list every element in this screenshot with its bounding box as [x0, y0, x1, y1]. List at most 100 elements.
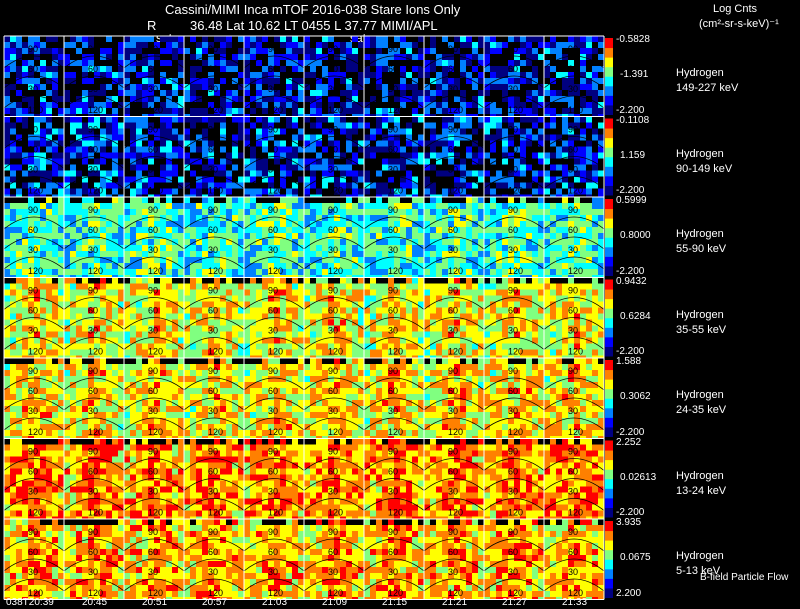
pixel: [286, 146, 292, 153]
pixel: [580, 221, 586, 227]
pixel: [424, 301, 430, 308]
pixel: [34, 209, 40, 215]
pixel: [430, 295, 436, 302]
pixel: [406, 233, 412, 239]
pixel: [274, 227, 280, 233]
pixel: [52, 152, 58, 159]
pixel: [370, 343, 376, 350]
pixel: [112, 197, 118, 203]
pixel: [448, 343, 454, 350]
pixel: [262, 263, 268, 269]
pixel: [346, 54, 352, 60]
pixel: [100, 239, 106, 245]
pixel: [502, 96, 508, 102]
pixel: [418, 307, 424, 314]
contour-label: 30: [388, 165, 398, 175]
pixel: [358, 289, 364, 296]
pixel: [514, 215, 520, 221]
latitude-contour: [423, 136, 485, 149]
pixel: [550, 108, 556, 114]
pixel: [364, 152, 370, 159]
pixel: [220, 263, 226, 269]
pixel: [352, 122, 358, 129]
pixel: [382, 116, 388, 123]
pixel: [400, 257, 406, 263]
pixel: [364, 283, 370, 290]
pixel: [112, 215, 118, 221]
pixel: [190, 203, 196, 209]
pixel: [82, 188, 88, 195]
pixel: [202, 146, 208, 153]
contour-label: 120: [568, 347, 583, 357]
pixel: [232, 54, 238, 60]
pixel: [208, 60, 214, 66]
pixel: [106, 319, 112, 326]
pixel: [76, 227, 82, 233]
pixel: [418, 197, 424, 203]
pixel: [562, 197, 568, 203]
pixel: [268, 134, 274, 141]
pixel: [544, 203, 550, 209]
pixel: [550, 355, 556, 358]
pixel: [10, 48, 16, 54]
pixel: [400, 96, 406, 102]
contour-label: 60: [568, 225, 578, 235]
pixel: [526, 203, 532, 209]
pixel: [544, 313, 550, 320]
pixel: [4, 90, 10, 96]
pixel: [40, 128, 46, 135]
pixel: [100, 66, 106, 72]
pixel: [184, 84, 190, 90]
pixel: [244, 245, 250, 251]
pixel: [142, 42, 148, 48]
pixel: [592, 251, 598, 257]
pixel: [172, 319, 178, 326]
pixel: [118, 203, 124, 209]
pixel: [346, 319, 352, 326]
pixel: [544, 158, 550, 165]
pixel: [466, 277, 472, 284]
pixel: [508, 349, 514, 356]
pixel: [322, 283, 328, 290]
pixel: [112, 140, 118, 147]
pixel: [202, 116, 208, 123]
latitude-contour: [123, 176, 185, 189]
chart-subtitle-r: R: [147, 18, 157, 33]
pixel: [142, 289, 148, 296]
pixel: [556, 90, 562, 96]
pixel: [376, 108, 382, 114]
pixel: [154, 54, 160, 60]
pixel: [412, 301, 418, 308]
pixel: [172, 343, 178, 350]
pixel: [370, 251, 376, 257]
pixel: [70, 152, 76, 159]
pixel: [520, 158, 526, 165]
pixel: [172, 355, 178, 358]
pixel: [304, 257, 310, 263]
pixel: [58, 418, 64, 424]
pixel: [346, 215, 352, 221]
pixel: [532, 203, 538, 209]
contour-label: 120: [148, 347, 163, 357]
pixel: [568, 96, 574, 102]
pixel: [256, 269, 262, 275]
pixel: [598, 197, 604, 203]
pixel: [592, 245, 598, 251]
contour-label: 30: [388, 245, 398, 255]
pixel: [208, 221, 214, 227]
pixel: [316, 263, 322, 269]
pixel: [310, 349, 316, 356]
pixel: [124, 176, 130, 183]
pixel: [298, 215, 304, 221]
pixel: [238, 72, 244, 78]
pixel: [436, 283, 442, 290]
pixel: [4, 66, 10, 72]
pixel: [424, 140, 430, 147]
pixel: [544, 325, 550, 332]
pixel: [556, 42, 562, 48]
pixel: [406, 355, 412, 358]
pixel: [16, 90, 22, 96]
pixel: [22, 116, 28, 123]
pixel: [538, 84, 544, 90]
pixel: [544, 349, 550, 356]
